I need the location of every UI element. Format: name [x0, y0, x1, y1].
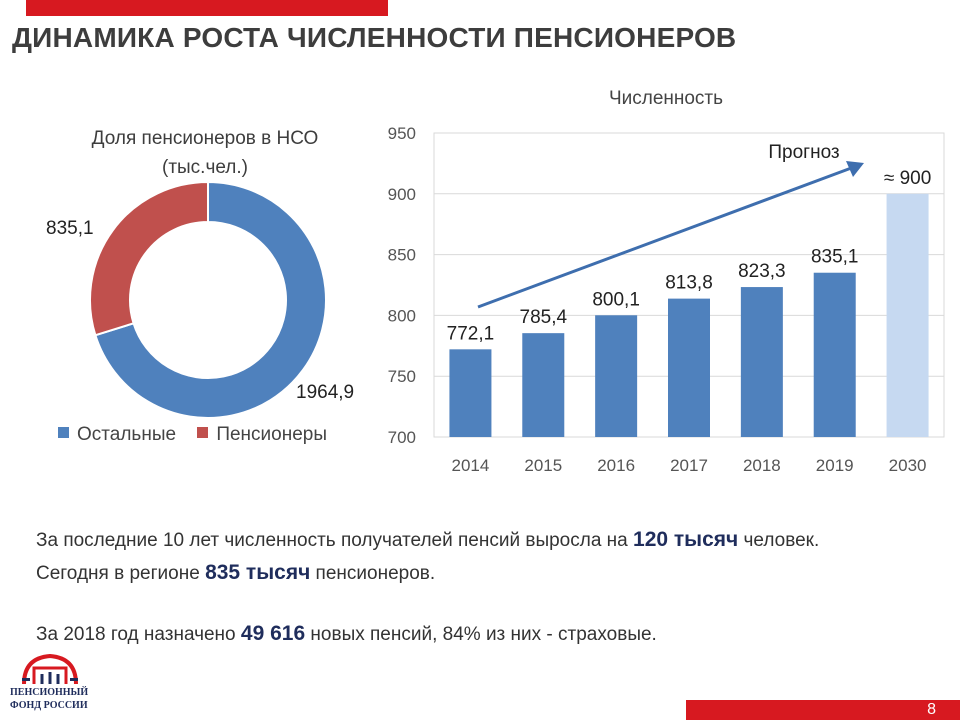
text-line-2: Сегодня в регионе 835 тысяч пенсионеров. — [36, 561, 435, 585]
bar-chart: Численность 700 750 800 850 900 950 772,1 2014 7… — [388, 88, 945, 475]
y-tick-label: 800 — [388, 306, 416, 325]
bar-value-label: 813,8 — [665, 273, 713, 294]
y-tick-label: 950 — [388, 124, 416, 143]
text-line-3-pre: За 2018 год назначено — [36, 624, 241, 645]
donut-chart-title: Доля пенсионеров в НСО (тыс.чел.) — [40, 124, 370, 182]
bar — [668, 298, 710, 437]
text-line-2-post: пенсионеров. — [310, 563, 436, 584]
bar-value-label: ≈ 900 — [884, 168, 931, 189]
x-tick-label: 2014 — [452, 456, 490, 475]
bar-value-label: 785,4 — [520, 307, 568, 328]
bottom-accent-bar — [686, 700, 960, 720]
donut-label-pensioners: 835,1 — [46, 218, 94, 239]
text-line-3-bold: 49 616 — [240, 622, 306, 645]
top-accent-bar — [26, 0, 388, 16]
donut-label-others: 1964,9 — [296, 382, 355, 403]
bar — [449, 349, 492, 437]
x-tick-label: 2018 — [743, 456, 781, 475]
text-line-2-pre: Сегодня в регионе — [36, 563, 206, 584]
trend-arrow-head — [846, 161, 864, 177]
bar — [740, 287, 783, 437]
bar-value-label: 835,1 — [811, 247, 859, 268]
donut-chart — [89, 180, 327, 419]
legend-swatch-blue — [58, 427, 69, 438]
trend-arrow-line — [477, 165, 855, 309]
donut-slice-others — [94, 180, 327, 419]
bar-value-label: 823,3 — [738, 261, 786, 282]
legend-label-others: Остальные — [77, 424, 177, 445]
bar-chart-title: Численность — [609, 88, 723, 109]
legend-item-others: Остальные — [58, 424, 176, 445]
bar-value-label: 800,1 — [592, 289, 640, 310]
y-tick-label: 750 — [388, 367, 416, 386]
donut-slice-pensioners — [89, 180, 209, 337]
bar — [522, 333, 565, 437]
bar — [595, 315, 638, 437]
forecast-annotation: Прогноз — [768, 142, 839, 163]
logo-text-line-1: ПЕНСИОННЫЙ — [10, 687, 89, 698]
legend-item-pensioners: Пенсионеры — [197, 424, 327, 445]
donut-legend: Остальные Пенсионеры — [58, 424, 343, 446]
x-tick-label: 2030 — [889, 456, 927, 475]
bar-value-label: 772,1 — [447, 323, 495, 344]
y-tick-label: 700 — [388, 428, 416, 447]
text-line-3-post: новых пенсий, 84% из них - страховые. — [305, 624, 657, 645]
x-tick-label: 2017 — [670, 456, 708, 475]
donut-subtitle-line: (тыс.чел.) — [162, 157, 248, 178]
text-line-1-pre: За последние 10 лет численность получате… — [36, 530, 634, 551]
x-tick-label: 2016 — [597, 456, 635, 475]
text-line-3: За 2018 год назначено 49 616 новых пенси… — [36, 622, 657, 646]
legend-label-pensioners: Пенсионеры — [216, 424, 328, 445]
text-line-1-bold: 120 тысяч — [633, 528, 739, 551]
x-tick-label: 2015 — [524, 456, 562, 475]
logo-text: ПЕНСИОННЫЙ ФОНД РОССИИ — [10, 686, 92, 712]
pension-fund-logo-icon — [22, 653, 78, 685]
text-line-2-bold: 835 тысяч — [205, 561, 311, 584]
legend-swatch-red — [197, 427, 209, 438]
logo-text-line-2: ФОНД РОССИИ — [10, 700, 88, 711]
y-tick-label: 900 — [388, 185, 416, 204]
bar-forecast — [886, 193, 929, 437]
y-tick-label: 850 — [388, 246, 416, 265]
page-number: 8 — [927, 701, 936, 718]
text-line-1-post: человек. — [738, 530, 820, 551]
text-line-1: За последние 10 лет численность получате… — [36, 528, 819, 552]
x-tick-label: 2019 — [816, 456, 854, 475]
page-title: ДИНАМИКА РОСТА ЧИСЛЕННОСТИ ПЕНСИОНЕРОВ — [12, 22, 737, 53]
donut-title-line: Доля пенсионеров в НСО — [91, 128, 319, 149]
bar — [813, 272, 856, 437]
